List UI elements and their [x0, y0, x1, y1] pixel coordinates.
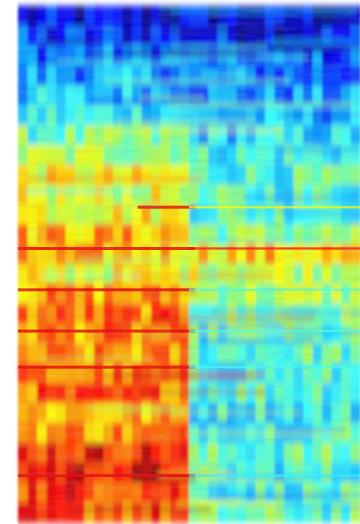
- texture-overlay: [18, 6, 360, 522]
